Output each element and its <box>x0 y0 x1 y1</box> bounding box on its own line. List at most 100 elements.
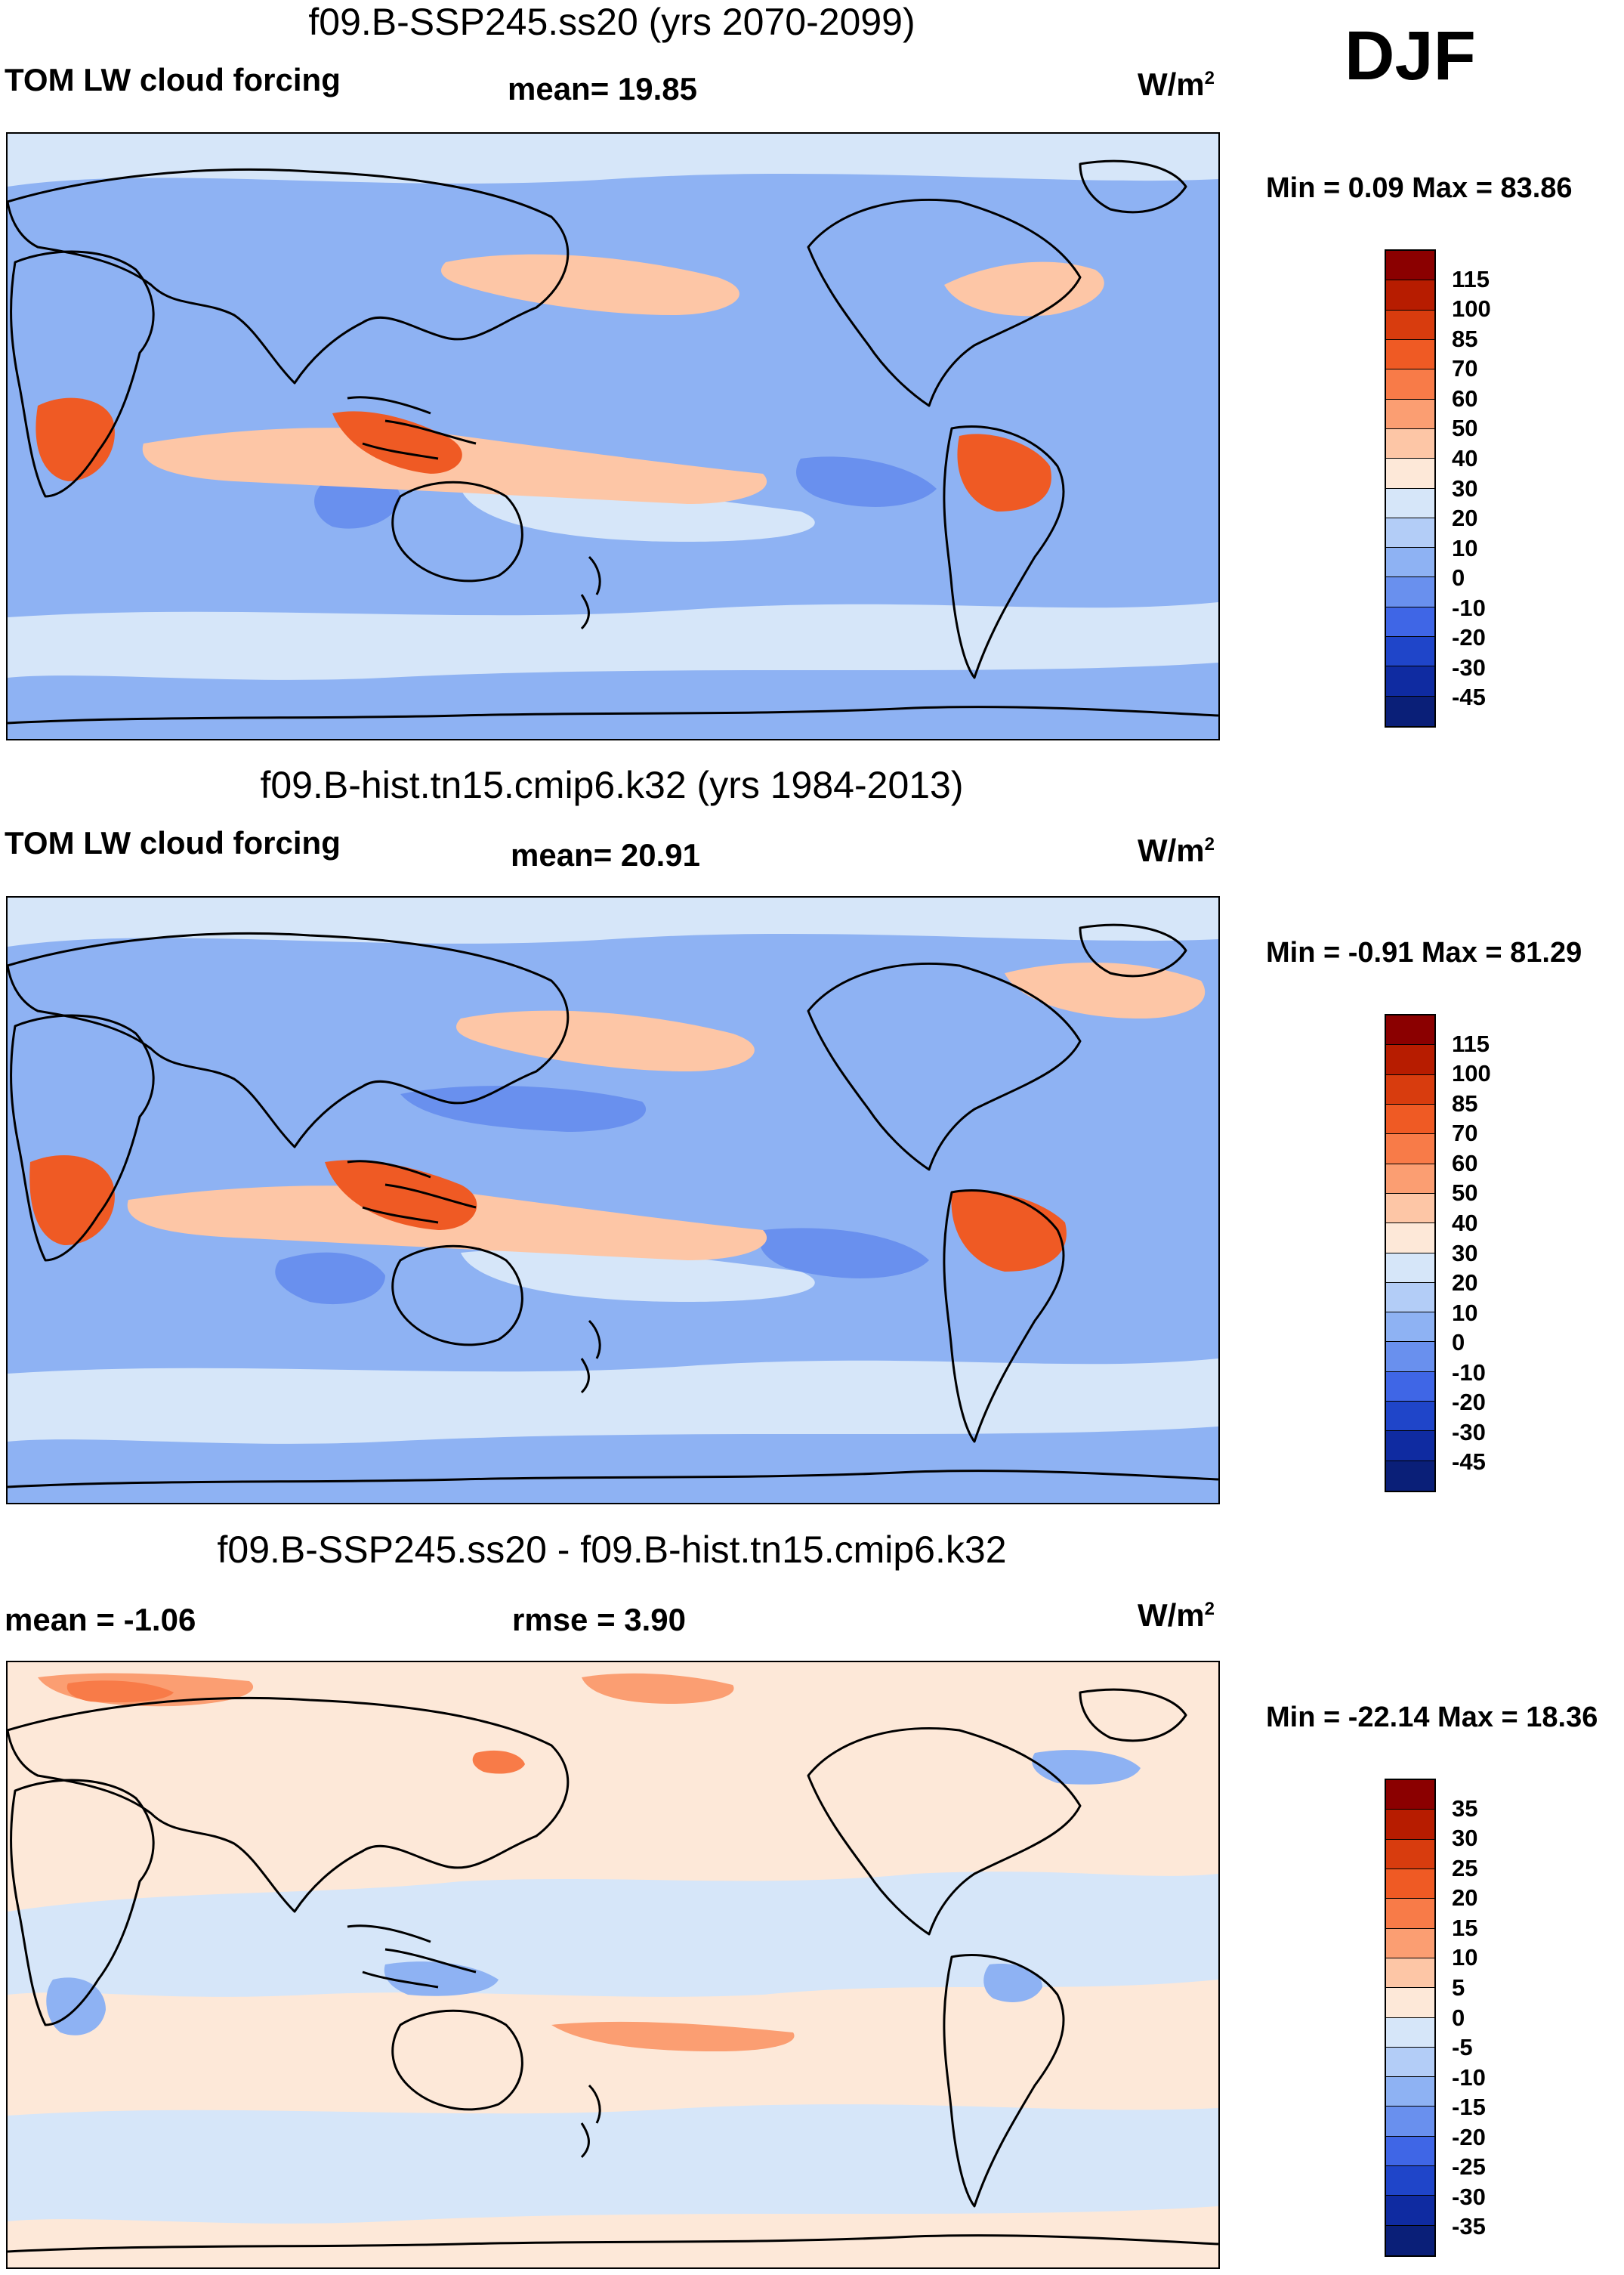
panel-3-units: W/m2 <box>1138 1597 1215 1634</box>
contour-region <box>957 434 1051 512</box>
colorbar-swatch <box>1386 1134 1434 1164</box>
coastline <box>943 1953 1065 2208</box>
panel-1-colorbar <box>1385 249 1436 728</box>
contour-region <box>36 397 115 481</box>
colorbar-tick-label: -15 <box>1452 2094 1486 2121</box>
colorbar-swatch <box>1386 1431 1434 1461</box>
colorbar-swatch <box>1386 1928 1434 1958</box>
colorbar-tick-label: 85 <box>1452 325 1478 352</box>
colorbar-swatch <box>1386 369 1434 400</box>
colorbar-swatch <box>1386 1164 1434 1194</box>
contour-region <box>1005 963 1206 1018</box>
colorbar-swatch <box>1386 1988 1434 2018</box>
contour-region <box>472 1750 525 1774</box>
colorbar-tick-label: 25 <box>1452 1854 1478 1881</box>
colorbar-swatch <box>1386 1193 1434 1224</box>
coastline <box>8 168 570 385</box>
panel-2-title: f09.B-hist.tn15.cmip6.k32 (yrs 1984-2013… <box>260 764 964 806</box>
panel-2-units: W/m2 <box>1138 833 1215 869</box>
panel-3-min-max: Min = -22.14 Max = 18.36 <box>1266 1702 1598 1733</box>
colorbar-tick-label: -45 <box>1452 684 1486 711</box>
coastline <box>580 1319 601 1394</box>
panel-1-map-field <box>8 134 1218 739</box>
units-exponent: 2 <box>1204 1599 1215 1619</box>
colorbar-tick-label: -20 <box>1452 624 1486 651</box>
colorbar-tick-label: -25 <box>1452 2153 1486 2181</box>
colorbar-tick-label: 10 <box>1452 1944 1478 1971</box>
colorbar-tick-label: -20 <box>1452 1389 1486 1416</box>
colorbar-tick-label: -35 <box>1452 2213 1486 2240</box>
colorbar-tick-label: 115 <box>1452 265 1490 292</box>
panel-1-mean-label: mean= 19.85 <box>508 71 698 107</box>
colorbar-swatch <box>1386 1253 1434 1283</box>
colorbar-tick-label: 35 <box>1452 1794 1478 1822</box>
contour-region <box>461 487 815 542</box>
colorbar-swatch <box>1386 1371 1434 1402</box>
colorbar-swatch <box>1386 2225 1434 2255</box>
coastline <box>580 2084 601 2159</box>
colorbar-tick-label: 40 <box>1452 1209 1478 1236</box>
coastline <box>807 199 1082 407</box>
panel-3-map-field <box>8 1662 1218 2267</box>
panel-3-mean-label: mean = -1.06 <box>5 1602 196 1637</box>
colorbar-swatch <box>1386 2107 1434 2137</box>
coastline <box>8 1696 570 1913</box>
colorbar-tick-label: 0 <box>1452 1329 1465 1356</box>
coastline <box>807 963 1082 1171</box>
colorbar-tick-label: -5 <box>1452 2034 1473 2061</box>
colorbar-tick-label: 100 <box>1452 295 1491 323</box>
colorbar-swatch <box>1386 666 1434 697</box>
panel-3-rmse-label: rmse = 3.90 <box>512 1602 687 1637</box>
panel-2-colorbar <box>1385 1014 1436 1492</box>
colorbar-swatch <box>1386 251 1434 281</box>
colorbar-swatch <box>1386 1839 1434 1869</box>
colorbar-swatch <box>1386 2017 1434 2048</box>
colorbar-tick-label: -45 <box>1452 1448 1486 1476</box>
colorbar-swatch <box>1386 1958 1434 1989</box>
colorbar-tick-label: 0 <box>1452 2004 1465 2031</box>
colorbar-tick-label: -20 <box>1452 2123 1486 2150</box>
colorbar-tick-label: 30 <box>1452 1239 1478 1266</box>
colorbar-swatch <box>1386 2136 1434 2167</box>
contour-region <box>8 1359 1218 1444</box>
panel-1-units: W/m2 <box>1138 66 1215 103</box>
colorbar-tick-label: 100 <box>1452 1060 1491 1087</box>
panel-1-map <box>6 132 1220 740</box>
colorbar-tick-label: -30 <box>1452 1418 1486 1445</box>
colorbar-tick-label: 10 <box>1452 1299 1478 1326</box>
colorbar-swatch <box>1386 428 1434 459</box>
colorbar-swatch <box>1386 2196 1434 2226</box>
season-label: DJF <box>1345 17 1476 94</box>
contour-region <box>66 1680 174 1703</box>
colorbar-tick-label: -10 <box>1452 2063 1486 2091</box>
coastline <box>10 1779 155 2026</box>
colorbar-tick-label: 70 <box>1452 1120 1478 1147</box>
colorbar-tick-label: 0 <box>1452 564 1465 592</box>
colorbar-swatch <box>1386 399 1434 429</box>
panel-2-variable-label: TOM LW cloud forcing <box>5 825 341 861</box>
colorbar-swatch <box>1386 548 1434 578</box>
units-exponent: 2 <box>1204 834 1215 855</box>
colorbar-swatch <box>1386 2047 1434 2078</box>
coastline <box>8 706 1218 725</box>
colorbar-swatch <box>1386 280 1434 311</box>
colorbar-swatch <box>1386 2166 1434 2196</box>
panel-2-mean-label: mean= 20.91 <box>511 837 701 873</box>
coastline <box>347 1924 477 1989</box>
panel-2-min-max: Min = -0.91 Max = 81.29 <box>1266 937 1582 969</box>
colorbar-swatch <box>1386 696 1434 726</box>
coastline <box>391 2009 523 2111</box>
contour-region <box>8 134 1218 187</box>
contour-region <box>8 2104 1218 2224</box>
contour-region <box>582 1673 734 1704</box>
contour-region <box>275 1252 385 1305</box>
panel-3-title: f09.B-SSP245.ss20 - f09.B-hist.tn15.cmip… <box>217 1529 1007 1571</box>
colorbar-tick-label: -10 <box>1452 594 1486 621</box>
colorbar-tick-label: 30 <box>1452 474 1478 502</box>
panel-1-min-max: Min = 0.09 Max = 83.86 <box>1266 172 1573 204</box>
panel-2-map <box>6 896 1220 1504</box>
colorbar-tick-label: 10 <box>1452 534 1478 561</box>
coastline <box>8 2234 1218 2253</box>
colorbar-swatch <box>1386 1074 1434 1105</box>
colorbar-tick-label: 50 <box>1452 415 1478 442</box>
